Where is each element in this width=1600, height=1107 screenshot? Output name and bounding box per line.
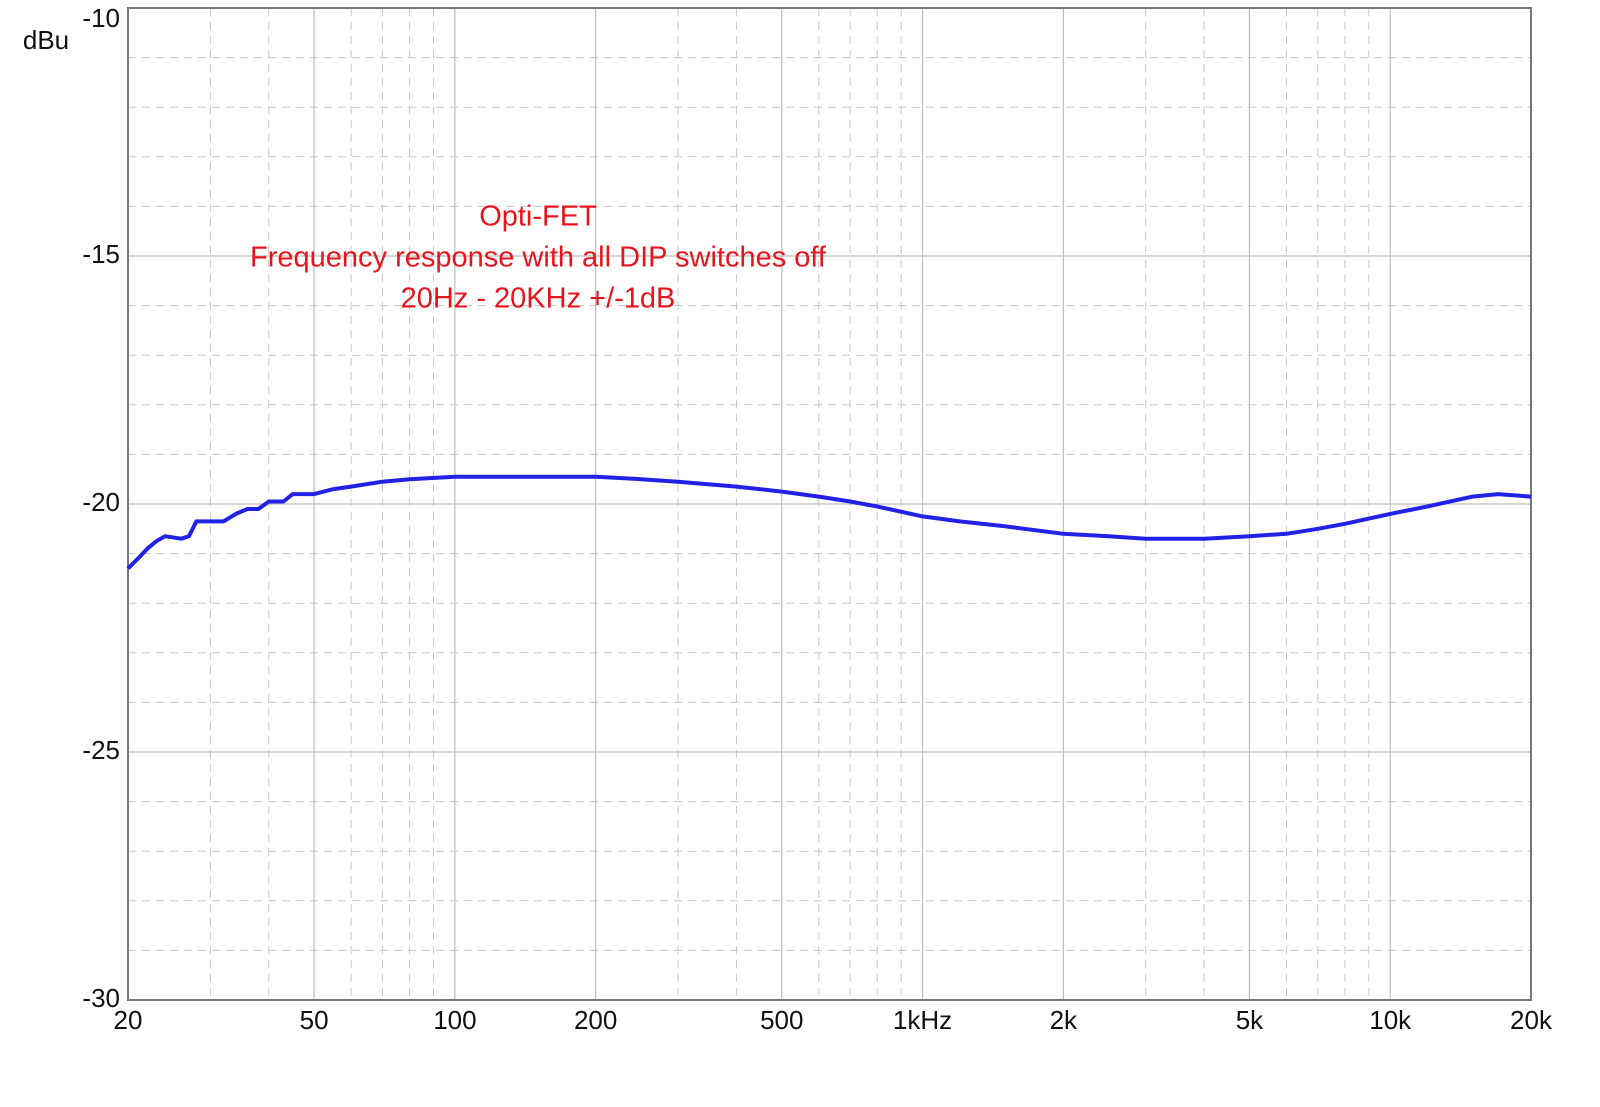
y-tick-label: -10 xyxy=(82,3,120,33)
x-tick-label: 500 xyxy=(760,1005,803,1035)
y-tick-label: -15 xyxy=(82,239,120,269)
x-tick-label: 20k xyxy=(1510,1005,1553,1035)
x-tick-label: 2k xyxy=(1050,1005,1078,1035)
y-axis-label: dBu xyxy=(23,25,69,55)
y-tick-label: -30 xyxy=(82,983,120,1013)
x-tick-label: 5k xyxy=(1236,1005,1264,1035)
x-tick-label: 100 xyxy=(433,1005,476,1035)
annotation: Opti-FET xyxy=(479,201,597,233)
x-tick-label: 10k xyxy=(1369,1005,1412,1035)
x-tick-label: 1kHz xyxy=(893,1005,952,1035)
x-tick-label: 50 xyxy=(300,1005,329,1035)
y-tick-label: -25 xyxy=(82,735,120,765)
data-line xyxy=(126,474,1532,570)
annotation: Frequency response with all DIP switches… xyxy=(250,242,827,274)
plot-frame xyxy=(127,7,1532,1001)
x-tick-label: 200 xyxy=(574,1005,617,1035)
x-tick-label: 20 xyxy=(114,1005,143,1035)
y-tick-label: -20 xyxy=(82,487,120,517)
annotation: 20Hz - 20KHz +/-1dB xyxy=(401,283,676,315)
